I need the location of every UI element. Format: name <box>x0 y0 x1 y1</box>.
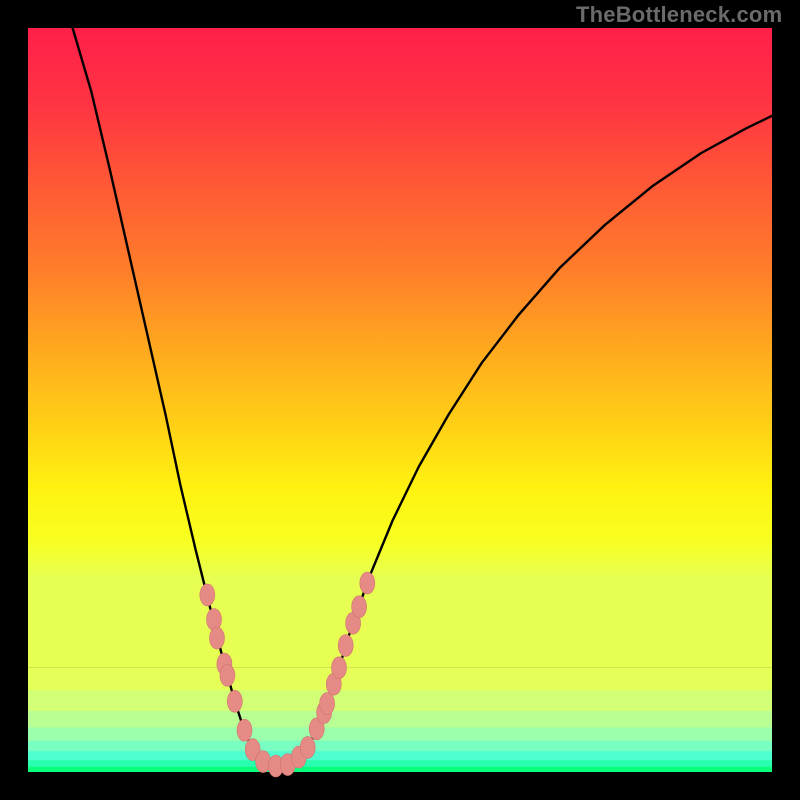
data-marker <box>227 690 242 712</box>
data-marker <box>207 609 222 631</box>
chart-background-gradient <box>28 28 772 668</box>
data-marker <box>237 719 252 741</box>
data-marker <box>210 627 225 649</box>
chart-background-band <box>28 668 772 691</box>
chart-background-band <box>28 727 772 741</box>
data-marker <box>220 664 235 686</box>
data-marker <box>200 584 215 606</box>
bottleneck-chart-svg <box>0 0 800 800</box>
data-marker <box>360 572 375 594</box>
data-marker <box>352 596 367 618</box>
chart-frame <box>0 0 800 800</box>
chart-background-band <box>28 760 772 767</box>
chart-background-band <box>28 711 772 728</box>
data-marker <box>300 736 315 758</box>
data-marker <box>320 693 335 715</box>
chart-background-band <box>28 767 772 773</box>
chart-background-band <box>28 751 772 760</box>
chart-background-band <box>28 741 772 752</box>
data-marker <box>338 635 353 657</box>
chart-background-band <box>28 690 772 711</box>
watermark-text: TheBottleneck.com <box>576 2 782 28</box>
data-marker <box>332 657 347 679</box>
